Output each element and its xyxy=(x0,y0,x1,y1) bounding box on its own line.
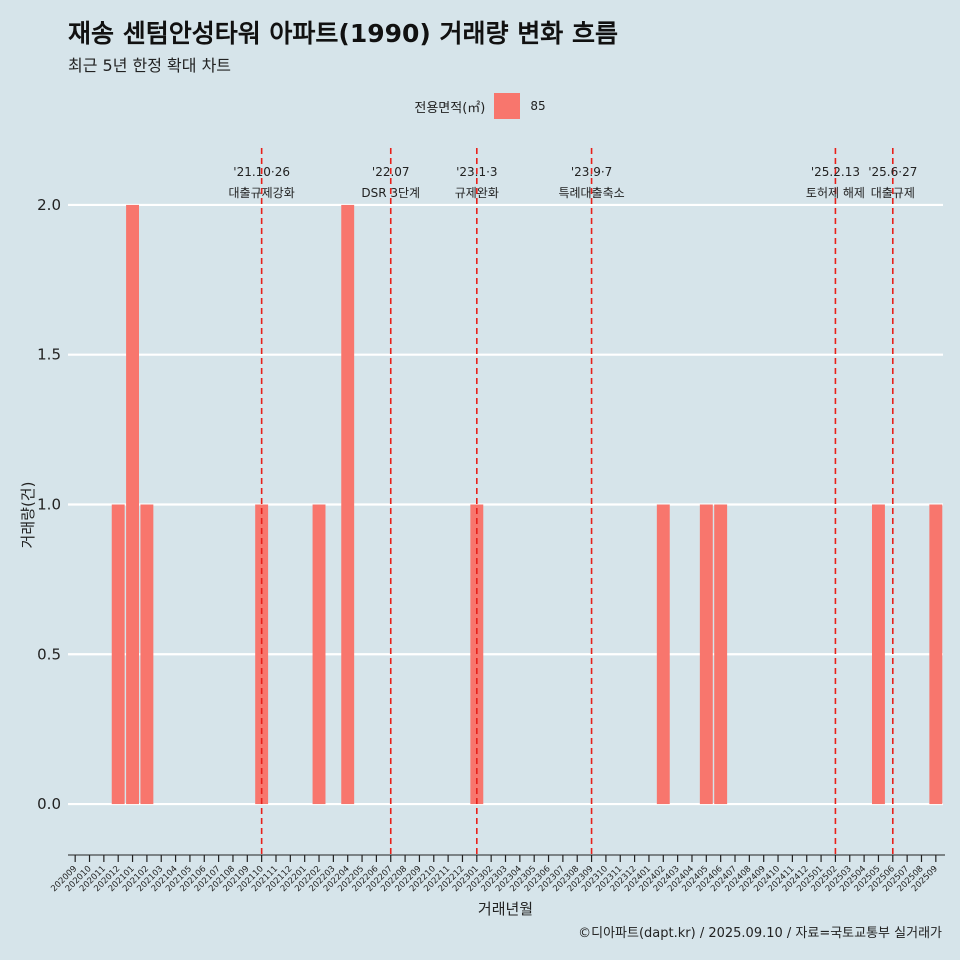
bar xyxy=(341,204,355,805)
policy-label: 규제완화 xyxy=(455,186,499,200)
x-axis-title: 거래년월 xyxy=(478,900,533,918)
source-caption: ©디아파트(dapt.kr) / 2025.09.10 / 자료=국토교통부 실… xyxy=(578,926,942,941)
legend-label: 85 xyxy=(530,99,546,113)
policy-date: '25.2.13 xyxy=(811,165,860,179)
bar xyxy=(312,504,326,805)
bar-layer xyxy=(111,204,943,805)
bar xyxy=(140,504,154,805)
chart-title: 재송 센텀안성타워 아파트(1990) 거래량 변화 흐름 xyxy=(68,19,618,48)
bar xyxy=(871,504,885,805)
y-tick-label: 1.5 xyxy=(37,346,61,364)
y-axis-title: 거래량(건) xyxy=(19,482,37,549)
legend-key-swatch xyxy=(494,93,521,119)
y-tick-label: 0.5 xyxy=(37,645,61,663)
policy-date: '21.10·26 xyxy=(233,165,290,179)
bar xyxy=(656,504,670,805)
policy-label: DSR 3단계 xyxy=(361,186,420,200)
bar xyxy=(111,504,125,805)
y-tick-label: 0.0 xyxy=(37,795,61,813)
bar xyxy=(126,204,140,805)
legend: 전용면적(㎡) 85 xyxy=(0,93,960,119)
policy-label: 토허제 해제 xyxy=(806,186,865,200)
chart-subtitle: 최근 5년 한정 확대 차트 xyxy=(68,56,232,75)
policy-date: '23.9·7 xyxy=(571,165,612,179)
y-tick-label: 2.0 xyxy=(37,196,61,214)
policy-label: 대출규제 xyxy=(871,186,915,200)
policy-date: '25.6·27 xyxy=(868,165,917,179)
bar xyxy=(714,504,728,805)
bar xyxy=(699,504,713,805)
policy-date: '23.1·3 xyxy=(456,165,497,179)
bar xyxy=(470,504,484,805)
policy-date: '22.07 xyxy=(372,165,410,179)
bar xyxy=(929,504,943,805)
bar xyxy=(255,504,269,805)
policy-label: 대출규제강화 xyxy=(229,186,295,200)
y-tick-label: 1.0 xyxy=(37,495,61,513)
annotation-layer: '21.10·26 대출규제강화 '22.07 DSR 3단계 '23.1·3 규제완화 '… xyxy=(229,148,917,855)
grid-layer xyxy=(68,203,943,806)
policy-label: 특례대출축소 xyxy=(558,186,624,200)
legend-title: 전용면적(㎡) xyxy=(414,100,486,116)
